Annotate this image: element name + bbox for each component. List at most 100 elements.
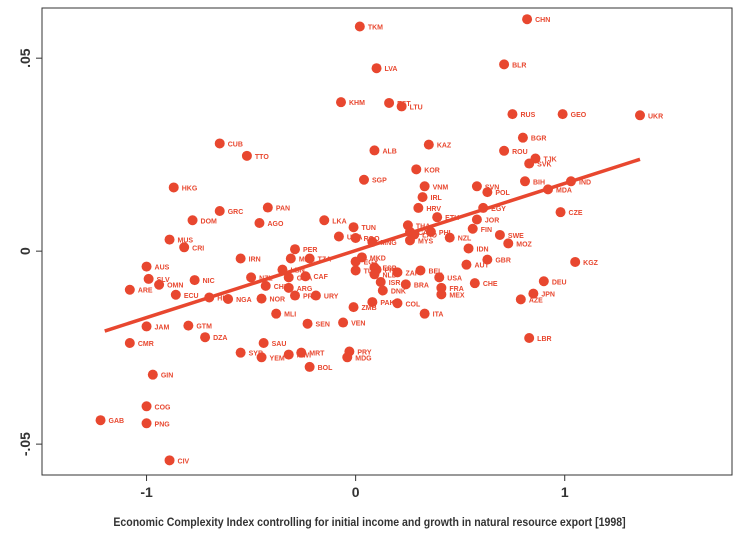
point-label: ECU	[184, 293, 199, 300]
point-marker	[124, 284, 135, 295]
point-label: LBN	[290, 268, 304, 275]
data-point: BRA	[400, 279, 429, 290]
point-marker	[482, 187, 493, 198]
point-marker	[214, 206, 225, 217]
data-point: KHM	[336, 97, 365, 108]
y-tick-label: 0	[17, 247, 33, 255]
data-point: GAB	[95, 415, 124, 426]
point-marker	[283, 282, 294, 293]
data-point: HKG	[168, 182, 198, 193]
point-marker	[235, 253, 246, 264]
point-marker	[187, 215, 198, 226]
point-label: THA	[416, 223, 430, 230]
point-label: PER	[303, 247, 317, 254]
data-point: ZAF	[392, 267, 420, 278]
point-label: MNG	[380, 240, 397, 247]
point-label: BLR	[512, 62, 526, 69]
point-label: BOL	[318, 365, 334, 372]
point-label: NLD	[382, 272, 396, 279]
data-point: NIC	[189, 275, 215, 286]
point-label: USA	[447, 275, 462, 282]
data-point: TUN	[348, 222, 376, 233]
point-marker	[350, 265, 361, 276]
point-marker	[543, 184, 553, 195]
data-point: TZA	[304, 253, 331, 264]
point-label: JAM	[155, 324, 170, 331]
point-label: MEX	[449, 292, 465, 299]
point-marker	[555, 207, 566, 218]
point-label: SEN	[316, 322, 330, 329]
point-label: ISR	[389, 280, 401, 287]
point-label: TKM	[368, 25, 383, 32]
point-marker	[377, 285, 388, 296]
data-point: AUT	[461, 259, 490, 270]
data-point: MRT	[296, 347, 325, 358]
point-marker	[350, 233, 361, 244]
data-point: CAF	[300, 271, 329, 282]
point-marker	[528, 288, 539, 299]
point-label: MYS	[418, 238, 434, 245]
data-point: ZMB	[348, 302, 377, 313]
data-point: SAU	[258, 338, 286, 349]
point-label: SVN	[485, 184, 499, 191]
data-point: SWE	[494, 229, 524, 240]
point-marker	[557, 109, 568, 120]
data-point: ALB	[369, 145, 397, 156]
point-label: ALB	[382, 148, 396, 155]
data-point: SGP	[359, 174, 387, 185]
data-point: PNG	[141, 418, 170, 429]
point-marker	[258, 338, 269, 349]
point-label: CMR	[138, 341, 154, 348]
data-point: LBN	[277, 264, 305, 275]
point-marker	[300, 271, 311, 282]
point-label: DOM	[201, 218, 218, 225]
point-label: GRC	[228, 209, 244, 216]
point-marker	[183, 320, 194, 331]
point-label: KHM	[349, 100, 365, 107]
point-label: BGR	[531, 136, 547, 143]
data-point: MUS	[164, 234, 193, 245]
point-label: SWE	[508, 233, 524, 240]
point-label: AZE	[529, 297, 543, 304]
point-marker	[467, 223, 478, 234]
point-label: OMN	[167, 283, 183, 290]
data-point: ECU	[170, 289, 199, 300]
point-label: UKR	[648, 113, 663, 120]
data-point: MWI	[283, 349, 311, 360]
data-point: MYS	[405, 235, 434, 246]
point-marker	[164, 455, 175, 466]
point-label: ARG	[297, 286, 313, 293]
point-marker	[411, 164, 422, 175]
data-point: YEM	[256, 352, 285, 363]
point-label: GTM	[196, 324, 212, 331]
data-point: DEU	[538, 276, 567, 287]
point-label: MDG	[355, 355, 372, 362]
point-label: PAK	[380, 300, 394, 307]
data-point: DNK	[377, 285, 406, 296]
point-label: IND	[579, 179, 591, 186]
point-marker	[200, 332, 211, 343]
point-marker	[400, 279, 411, 290]
data-point: DOM	[187, 215, 218, 226]
point-label: CAF	[313, 274, 328, 281]
point-marker	[396, 101, 407, 112]
data-point: LTU	[396, 101, 423, 112]
point-label: CAN	[418, 230, 433, 237]
data-point: PER	[290, 244, 317, 255]
data-point: BIH	[520, 176, 545, 187]
point-marker	[319, 215, 330, 226]
point-label: GHA	[297, 275, 313, 282]
point-label: DNK	[391, 289, 406, 296]
point-label: MRT	[309, 351, 325, 358]
data-point: SVK	[524, 158, 552, 169]
point-label: LTU	[410, 104, 423, 111]
point-marker	[419, 308, 430, 319]
point-marker	[277, 264, 288, 275]
data-point: JPN	[528, 288, 555, 299]
data-point: RUS	[507, 109, 536, 120]
point-marker	[141, 418, 152, 429]
data-point: EGY	[350, 256, 379, 267]
point-label: NZL	[259, 275, 273, 282]
points-layer: CHNTKMBLRLVAKHMESTLTURUSGEOUKRBGRCUBKAZA…	[95, 14, 663, 466]
point-marker	[434, 272, 445, 283]
